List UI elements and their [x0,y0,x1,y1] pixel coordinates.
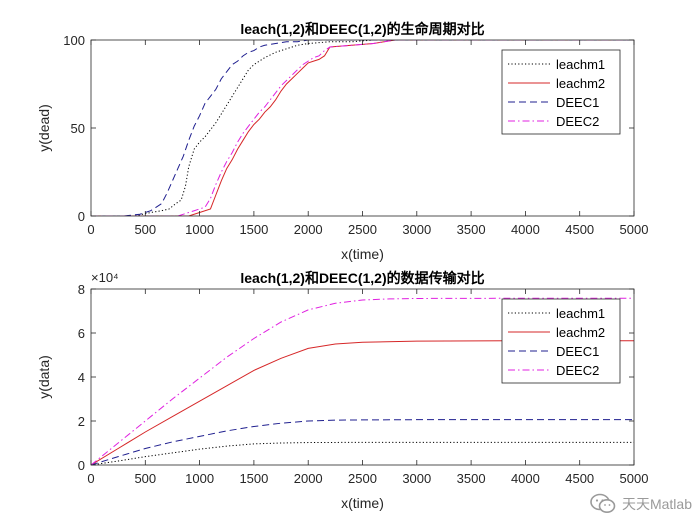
x-tick-label: 5000 [620,471,649,486]
legend-label: DEEC2 [556,114,599,129]
series-line-leachm1 [91,40,634,216]
series-line-leachm1 [91,441,634,465]
x-tick-label: 2500 [348,471,377,486]
x-tick-label: 1000 [185,471,214,486]
x-tick-label: 3000 [402,471,431,486]
y-tick-label: 8 [78,282,85,297]
series-line-DEEC1 [91,419,634,465]
y-tick-label: 100 [63,33,85,48]
legend-label: DEEC2 [556,363,599,378]
series-line-leachm2 [91,40,634,216]
watermark: 天天Matlab [590,493,692,515]
legend-label: DEEC1 [556,344,599,359]
x-tick-label: 4000 [511,471,540,486]
x-tick-label: 500 [134,471,156,486]
x-tick-label: 3000 [402,222,431,237]
chart-2: 0 500 1000 1500 2000 2500 3000 3500 4000 4500 5000… [36,270,648,511]
legend-label: leachm1 [556,57,605,72]
chart-title: leach(1,2)和DEEC(1,2)的生命周期对比 [240,21,484,37]
legend-label: leachm2 [556,325,605,340]
x-tick-label: 3500 [457,471,486,486]
x-tick-label: 0 [87,222,94,237]
y-tick-label: 0 [78,209,85,224]
y-axis-label: y(dead) [36,104,52,151]
y-tick-label: 0 [78,458,85,473]
legend-label: DEEC1 [556,95,599,110]
series-lines [91,40,634,216]
x-tick-label: 0 [87,471,94,486]
watermark-text: 天天Matlab [621,496,692,512]
x-tick-label: 4500 [565,471,594,486]
x-tick-label: 1500 [239,471,268,486]
x-tick-label: 4000 [511,222,540,237]
series-line-DEEC2 [91,297,634,465]
legend: leachm1 leachm2 DEEC1 DEEC2 [501,298,621,384]
x-tick-label: 2000 [294,222,323,237]
x-axis-label: x(time) [341,495,384,511]
x-tick-label: 3500 [457,222,486,237]
x-tick-label: 1500 [239,222,268,237]
y-axis-label: y(data) [36,355,52,399]
legend: leachm1 leachm2 DEEC1 DEEC2 [501,49,621,135]
x-tick-label: 500 [134,222,156,237]
x-tick-label: 1000 [185,222,214,237]
x-tick-label: 4500 [565,222,594,237]
series-line-leachm2 [91,340,634,465]
x-tick-label: 2500 [348,222,377,237]
y-scale-label: ×10⁴ [91,270,119,285]
chart-title: leach(1,2)和DEEC(1,2)的数据传输对比 [240,270,484,286]
series-lines [91,297,634,465]
series-line-DEEC2 [91,40,634,216]
y-tick-label: 6 [78,326,85,341]
legend-label: leachm1 [556,306,605,321]
x-tick-label: 5000 [620,222,649,237]
x-tick-label: 2000 [294,471,323,486]
series-line-DEEC1 [91,40,634,216]
y-tick-label: 50 [71,121,85,136]
y-tick-label: 2 [78,414,85,429]
x-axis-label: x(time) [341,246,384,262]
y-tick-label: 4 [78,370,85,385]
wechat-icon [590,493,616,513]
legend-label: leachm2 [556,76,605,91]
chart-1: 0 500 1000 1500 2000 2500 3000 3500 4000 4500 5000… [36,21,648,262]
